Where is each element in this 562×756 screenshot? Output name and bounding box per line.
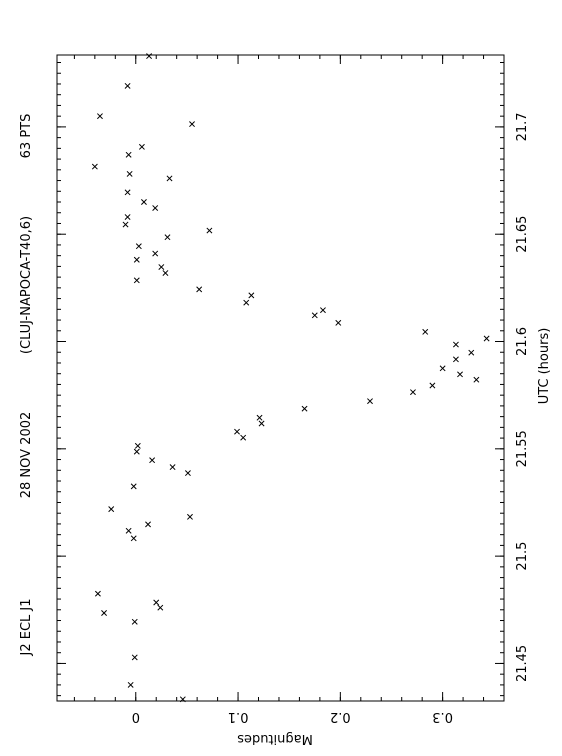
data-point	[452, 356, 459, 363]
data-point	[125, 527, 132, 534]
data-point	[184, 470, 191, 477]
data-point	[248, 292, 255, 299]
data-point	[149, 457, 156, 464]
data-point	[138, 143, 145, 150]
data-point	[452, 341, 459, 348]
data-point	[124, 189, 131, 196]
data-point	[140, 199, 147, 205]
data-point	[473, 376, 480, 383]
data-point	[258, 420, 265, 427]
data-point	[134, 442, 141, 449]
header-observatory: (CLUJ-NAPOCA-T40,6)	[19, 216, 34, 354]
header-date: 28 NOV 2002	[19, 412, 34, 499]
data-point	[319, 307, 326, 314]
magnitude-tick-label: 0	[132, 709, 140, 724]
y-axis-label: Magnitudes	[237, 731, 313, 746]
magnitude-tick-label: 0.3	[432, 709, 453, 724]
time-tick-label: 21.7	[515, 112, 530, 141]
axis-tick-labels: 21.45 21.5 21.55 21.6 21.65 21.7 0 0.1 0.2 0.3	[132, 112, 530, 724]
data-point	[124, 214, 131, 220]
data-point	[187, 513, 193, 520]
data-point	[410, 389, 416, 396]
data-point	[122, 221, 129, 228]
time-tick-label: 21.5	[515, 542, 530, 571]
data-point	[158, 264, 165, 270]
data-point	[256, 414, 263, 421]
data-point	[189, 121, 195, 128]
data-point	[152, 205, 159, 211]
data-point	[206, 227, 213, 234]
data-point	[145, 521, 151, 528]
data-point	[162, 270, 169, 277]
data-point	[124, 82, 131, 89]
data-point	[468, 349, 475, 356]
data-point	[108, 506, 115, 513]
data-point	[166, 175, 173, 182]
header-object: J2 ECL J1	[19, 598, 34, 656]
data-point	[146, 53, 153, 60]
data-point	[152, 250, 159, 257]
data-point	[127, 681, 134, 688]
data-point	[301, 405, 308, 412]
data-point	[133, 277, 140, 284]
header-points: 63 PTS	[19, 114, 34, 159]
data-point	[169, 464, 176, 471]
time-tick-label: 21.6	[515, 327, 530, 356]
time-tick-label: 21.65	[515, 216, 530, 253]
data-point	[94, 590, 101, 597]
data-point	[133, 448, 140, 455]
data-point	[439, 365, 446, 372]
data-point	[131, 654, 138, 661]
data-point	[483, 335, 490, 342]
data-point	[240, 434, 247, 441]
data-point	[97, 113, 103, 120]
data-point	[311, 312, 318, 319]
data-point	[196, 286, 203, 293]
time-tick-label: 21.55	[515, 430, 530, 467]
data-point	[422, 328, 429, 335]
data-point	[367, 398, 373, 405]
data-points	[91, 53, 490, 703]
data-point	[125, 151, 132, 158]
data-point	[130, 483, 137, 490]
axis-ticks	[57, 55, 505, 701]
data-point	[179, 696, 186, 703]
data-point	[101, 610, 108, 616]
magnitude-tick-label: 0.1	[228, 709, 249, 724]
data-point	[126, 170, 133, 177]
data-point	[153, 599, 160, 606]
data-point	[157, 604, 164, 611]
data-point	[429, 382, 436, 389]
data-point	[335, 319, 342, 326]
plot-frame	[56, 54, 505, 702]
x-axis-label: UTC (hours)	[537, 328, 552, 405]
data-point	[243, 299, 250, 306]
data-point	[164, 234, 171, 241]
data-point	[457, 371, 463, 378]
data-point	[131, 618, 138, 625]
magnitude-tick-label: 0.2	[330, 709, 351, 724]
data-point	[234, 428, 240, 435]
data-point	[133, 256, 140, 263]
data-point	[130, 535, 137, 542]
data-point	[91, 163, 98, 170]
time-tick-label: 21.45	[515, 645, 530, 682]
data-point	[135, 243, 142, 250]
